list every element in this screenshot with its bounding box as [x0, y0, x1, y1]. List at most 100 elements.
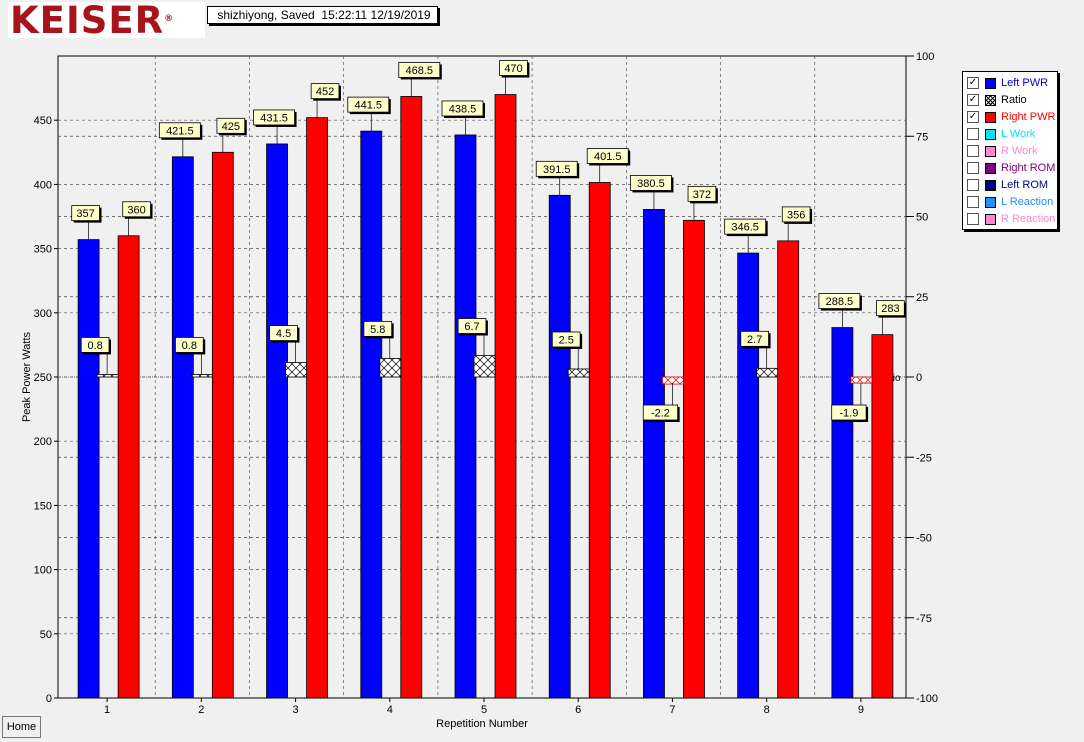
ratio-value-label: 2.7 [747, 334, 762, 346]
ratio-value-label: -1.9 [839, 408, 858, 420]
ratio-value-label: 4.5 [276, 328, 291, 340]
y2-tick-label: 0 [916, 372, 922, 384]
y-tick-label: 150 [34, 500, 52, 512]
legend-swatch [985, 94, 996, 106]
label-box [310, 83, 340, 100]
legend-checkbox[interactable] [967, 162, 979, 174]
legend-label: Right PWR [1001, 111, 1056, 123]
legend-checkbox[interactable]: ✓ [967, 77, 979, 89]
y2-tick-label: -50 [916, 533, 932, 545]
legend-label: Ratio [1001, 94, 1027, 106]
left-power-bar [360, 130, 383, 699]
legend-checkbox[interactable] [967, 196, 979, 208]
label-box [876, 300, 905, 317]
legend-item-ratio[interactable]: ✓ Ratio [967, 92, 1027, 108]
label-box [441, 100, 484, 117]
right-power-bar [588, 182, 611, 699]
left-power-bar [737, 252, 760, 699]
label-box [122, 201, 151, 218]
ratio-bar [756, 367, 779, 378]
left-power-value-label: 421.5 [166, 125, 194, 137]
legend-checkbox[interactable]: ✓ [967, 94, 979, 106]
legend-checkbox[interactable] [967, 145, 979, 157]
left-power-bar [454, 134, 477, 699]
label-box [71, 205, 100, 222]
y-tick-label: 450 [34, 115, 52, 127]
legend-item-l-reaction[interactable]: L Reaction [967, 194, 1053, 210]
ratio-bar [285, 362, 307, 378]
legend-label: Right ROM [1001, 162, 1056, 174]
y-tick-label: 400 [34, 179, 52, 191]
ratio-value-label: 6.7 [464, 321, 479, 333]
session-status-label: shizhiyong, Saved 15:22:11 12/19/2019 [207, 6, 438, 24]
label-box [831, 404, 867, 421]
y2-tick-label: -25 [916, 452, 932, 464]
x-tick-label: 7 [669, 704, 675, 716]
left-power-value-label: 346.5 [731, 222, 759, 234]
left-power-bar [643, 209, 665, 699]
label-box [781, 206, 811, 223]
y-tick-label: 0 [46, 693, 52, 705]
legend-item-l-work[interactable]: L Work [967, 126, 1035, 142]
label-box [687, 185, 717, 202]
legend-swatch [985, 128, 996, 140]
legend-item-left-rom[interactable]: Left ROM [967, 177, 1048, 193]
y-tick-label: 50 [40, 629, 52, 641]
right-power-bar [777, 240, 800, 699]
legend-swatch [985, 162, 996, 174]
legend-label: R Reaction [1001, 213, 1056, 225]
legend-swatch [985, 145, 996, 157]
x-axis-title: Repetition Number [436, 718, 528, 730]
x-tick-label: 4 [387, 704, 393, 716]
y2-tick-label: -100 [916, 693, 938, 705]
label-box [818, 293, 861, 309]
legend-label: R Work [1001, 145, 1038, 157]
legend-item-left-pwr[interactable]: ✓ Left PWR [967, 75, 1048, 91]
legend-item-right-pwr[interactable]: ✓ Right PWR [967, 109, 1055, 125]
right-power-bar [683, 219, 705, 699]
legend-item-right-rom[interactable]: Right ROM [967, 160, 1055, 176]
right-power-value-label: 468.5 [406, 65, 434, 77]
y-tick-label: 200 [34, 436, 52, 448]
right-power-bar [400, 96, 423, 699]
right-power-value-label: 425 [222, 121, 240, 133]
left-power-value-label: 431.5 [260, 112, 288, 124]
legend-swatch [985, 196, 996, 208]
ratio-line-label: tio [890, 373, 901, 384]
legend-item-r-work[interactable]: R Work [967, 143, 1037, 159]
label-box [586, 148, 629, 164]
x-tick-label: 5 [481, 704, 487, 716]
legend-checkbox[interactable] [967, 179, 979, 191]
ratio-value-label: 2.5 [559, 334, 574, 346]
x-tick-label: 9 [858, 704, 864, 716]
x-tick-label: 2 [198, 704, 204, 716]
right-power-value-label: 452 [316, 86, 334, 98]
x-tick-label: 6 [575, 704, 581, 716]
ratio-bar [473, 355, 496, 378]
ratio-value-label: -2.2 [651, 408, 670, 420]
legend-checkbox[interactable]: ✓ [967, 111, 979, 123]
left-power-bar [548, 194, 571, 699]
y-axis-title: Peak Power Watts [21, 331, 33, 422]
label-box [724, 218, 767, 235]
right-power-value-label: 283 [881, 303, 899, 315]
right-power-bar [117, 235, 140, 699]
legend-swatch [985, 77, 996, 89]
legend-swatch [985, 111, 996, 123]
keiser-logo: KEISER® [8, 2, 205, 40]
ratio-bar [379, 357, 402, 378]
left-power-bar [831, 327, 854, 699]
legend-checkbox[interactable] [967, 213, 979, 225]
legend-checkbox[interactable] [967, 128, 979, 140]
right-power-value-label: 360 [127, 204, 145, 216]
right-power-value-label: 356 [787, 209, 805, 221]
home-button[interactable]: Home [2, 716, 41, 738]
legend-item-r-reaction[interactable]: R Reaction [967, 211, 1055, 227]
right-power-value-label: 401.5 [594, 151, 622, 163]
right-power-bar [306, 117, 328, 699]
legend-swatch [985, 213, 996, 225]
y2-tick-label: -75 [916, 613, 932, 625]
right-power-value-label: 372 [693, 189, 711, 201]
right-power-value-label: 470 [504, 63, 522, 75]
ratio-bar [567, 368, 590, 378]
